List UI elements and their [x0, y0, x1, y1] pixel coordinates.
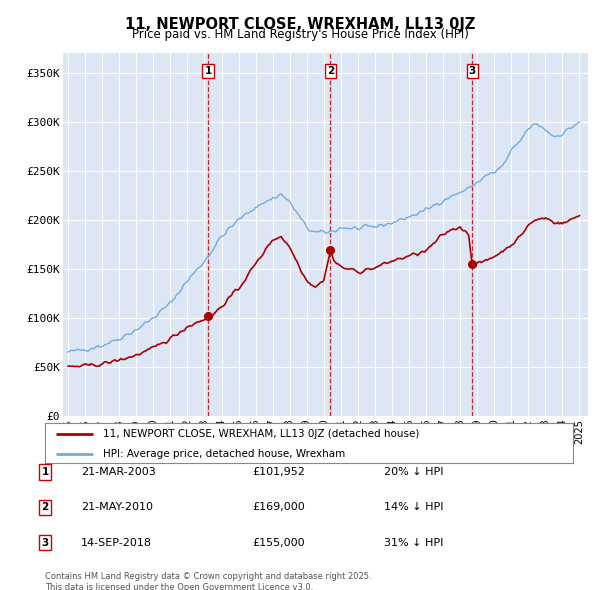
Text: 3: 3 — [41, 538, 49, 548]
Text: £169,000: £169,000 — [252, 503, 305, 512]
Text: 1: 1 — [41, 467, 49, 477]
Text: 20% ↓ HPI: 20% ↓ HPI — [384, 467, 443, 477]
Text: 2: 2 — [326, 65, 334, 76]
Text: 11, NEWPORT CLOSE, WREXHAM, LL13 0JZ: 11, NEWPORT CLOSE, WREXHAM, LL13 0JZ — [125, 17, 475, 31]
Text: 1: 1 — [205, 65, 212, 76]
Text: HPI: Average price, detached house, Wrexham: HPI: Average price, detached house, Wrex… — [103, 450, 346, 460]
Text: 11, NEWPORT CLOSE, WREXHAM, LL13 0JZ (detached house): 11, NEWPORT CLOSE, WREXHAM, LL13 0JZ (de… — [103, 430, 419, 440]
Text: 14-SEP-2018: 14-SEP-2018 — [81, 538, 152, 548]
Text: 31% ↓ HPI: 31% ↓ HPI — [384, 538, 443, 548]
Text: £155,000: £155,000 — [252, 538, 305, 548]
Text: Price paid vs. HM Land Registry's House Price Index (HPI): Price paid vs. HM Land Registry's House … — [131, 28, 469, 41]
Text: 2: 2 — [41, 503, 49, 512]
Text: 21-MAY-2010: 21-MAY-2010 — [81, 503, 153, 512]
Text: £101,952: £101,952 — [252, 467, 305, 477]
Text: 3: 3 — [469, 65, 476, 76]
Text: 14% ↓ HPI: 14% ↓ HPI — [384, 503, 443, 512]
Text: Contains HM Land Registry data © Crown copyright and database right 2025.
This d: Contains HM Land Registry data © Crown c… — [45, 572, 371, 590]
Text: 21-MAR-2003: 21-MAR-2003 — [81, 467, 156, 477]
